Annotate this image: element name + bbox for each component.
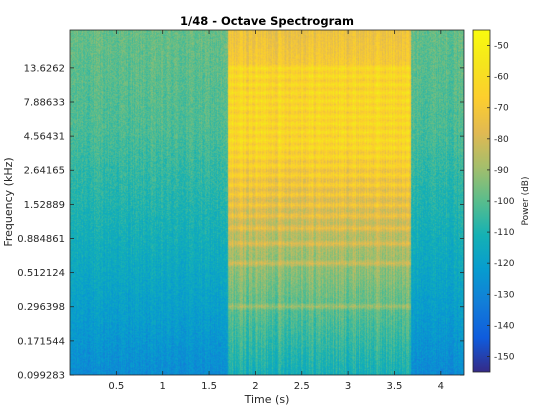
colorbar-tick-label: -140 bbox=[494, 321, 515, 331]
x-tick-label: 3 bbox=[345, 381, 351, 392]
colorbar-tick-label: -130 bbox=[494, 290, 515, 300]
colorbar-tick-label: -90 bbox=[494, 166, 509, 176]
colorbar-tick-label: -110 bbox=[494, 228, 515, 238]
y-tick-label: 0.512124 bbox=[17, 268, 65, 279]
colorbar-tick-label: -120 bbox=[494, 259, 515, 269]
y-tick-label: 4.56431 bbox=[24, 132, 65, 143]
y-tick-label: 1.52889 bbox=[24, 200, 65, 211]
colorbar-tick-label: -50 bbox=[494, 42, 509, 52]
y-axis-ticks: 0.099283 0.171544 0.296398 0.512124 0.884861… bbox=[17, 63, 464, 382]
x-tick-label: 0.5 bbox=[108, 381, 124, 392]
x-tick-label: 2 bbox=[252, 381, 258, 392]
plot-area bbox=[69, 29, 465, 376]
colorbar-label: Power (dB) bbox=[521, 177, 531, 226]
x-tick-label: 2.5 bbox=[294, 381, 310, 392]
colorbar-tick-label: -100 bbox=[494, 197, 515, 207]
y-tick-label: 13.6262 bbox=[24, 63, 65, 74]
colorbar: -50-60-70-80-90-100-110-120-130-140-150 … bbox=[472, 29, 531, 373]
colorbar-ticks: -50 -60 -70 -80 -90 -100 -110 -120 -130 -140 -150 bbox=[487, 42, 515, 362]
colorbar-tick-label: -150 bbox=[494, 352, 515, 362]
chart-title: 1/48 - Octave Spectrogram bbox=[180, 14, 354, 28]
plot-frame bbox=[69, 29, 465, 376]
y-tick-label: 0.884861 bbox=[17, 234, 65, 245]
colorbar-tick-label: -60 bbox=[494, 73, 509, 83]
colorbar-tick-label: -80 bbox=[494, 135, 509, 145]
x-axis-ticks: 0.5 1 1.5 2 2.5 3 3.5 4 bbox=[108, 30, 444, 392]
spectrogram-heatmap bbox=[70, 30, 464, 375]
y-tick-label: 0.099283 bbox=[17, 371, 65, 382]
colorbar-tick-label: -70 bbox=[494, 104, 509, 114]
colorbar-gradient bbox=[473, 30, 490, 372]
x-tick-label: 1.5 bbox=[201, 381, 217, 392]
x-tick-label: 3.5 bbox=[387, 381, 403, 392]
y-tick-label: 2.64165 bbox=[24, 166, 65, 177]
x-tick-label: 4 bbox=[438, 381, 444, 392]
y-tick-label: 7.88633 bbox=[24, 97, 65, 108]
x-axis-label: Time (s) bbox=[244, 393, 290, 406]
y-axis-label: Frequency (kHz) bbox=[2, 157, 15, 246]
y-tick-label: 0.296398 bbox=[17, 302, 65, 313]
x-tick-label: 1 bbox=[160, 381, 166, 392]
y-tick-label: 0.171544 bbox=[17, 336, 65, 347]
